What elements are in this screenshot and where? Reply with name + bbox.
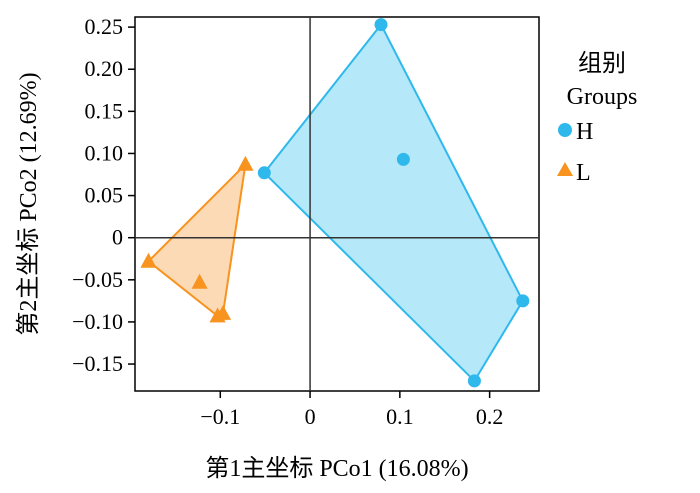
legend-marker-h <box>558 123 572 137</box>
y-tick-label: 0 <box>112 225 123 250</box>
legend-title-cn: 组别 <box>578 50 626 77</box>
legend-label-h: H <box>576 119 593 145</box>
x-tick-label: 0.1 <box>386 404 414 429</box>
point-l-2 <box>140 252 157 268</box>
legend: 组别 Groups H L <box>557 50 637 186</box>
point-h-1 <box>257 166 271 180</box>
y-tick-label: −0.05 <box>72 267 123 292</box>
y-axis-title: 第2主坐标 PCo2 (12.69%) <box>15 72 42 335</box>
y-tick-label: 0.10 <box>85 140 124 165</box>
legend-title-en: Groups <box>567 84 638 110</box>
x-tick-label: 0 <box>305 404 316 429</box>
point-l-1 <box>237 155 254 171</box>
point-h-5 <box>467 374 481 388</box>
point-l-3 <box>191 273 208 289</box>
y-tick-label: −0.10 <box>72 309 123 334</box>
x-axis-title: 第1主坐标 PCo1 (16.08%) <box>205 455 468 482</box>
x-tick-label: −0.1 <box>200 404 240 429</box>
hull-layer <box>147 23 524 382</box>
x-axis-ticks: −0.1 0 0.1 0.2 <box>200 391 503 429</box>
plot-frame <box>134 16 540 392</box>
y-tick-label: 0.20 <box>85 56 124 81</box>
zero-lines <box>135 17 539 391</box>
legend-label-l: L <box>576 160 591 186</box>
point-l-5 <box>214 305 232 320</box>
points-layer <box>140 18 530 388</box>
hull-h <box>263 23 524 382</box>
legend-marker-l <box>557 162 573 176</box>
point-h-3 <box>396 152 410 166</box>
y-tick-label: −0.15 <box>72 351 123 376</box>
y-tick-label: 0.15 <box>85 98 124 123</box>
y-axis-ticks: 0.25 0.20 0.15 0.10 0.05 0 −0.05 −0.10 −0.15 <box>72 14 135 376</box>
y-tick-label: 0.25 <box>85 14 124 39</box>
y-tick-label: 0.05 <box>85 183 124 208</box>
point-h-2 <box>374 18 388 32</box>
hull-l <box>147 163 247 317</box>
point-h-4 <box>516 294 530 308</box>
x-tick-label: 0.2 <box>476 404 504 429</box>
